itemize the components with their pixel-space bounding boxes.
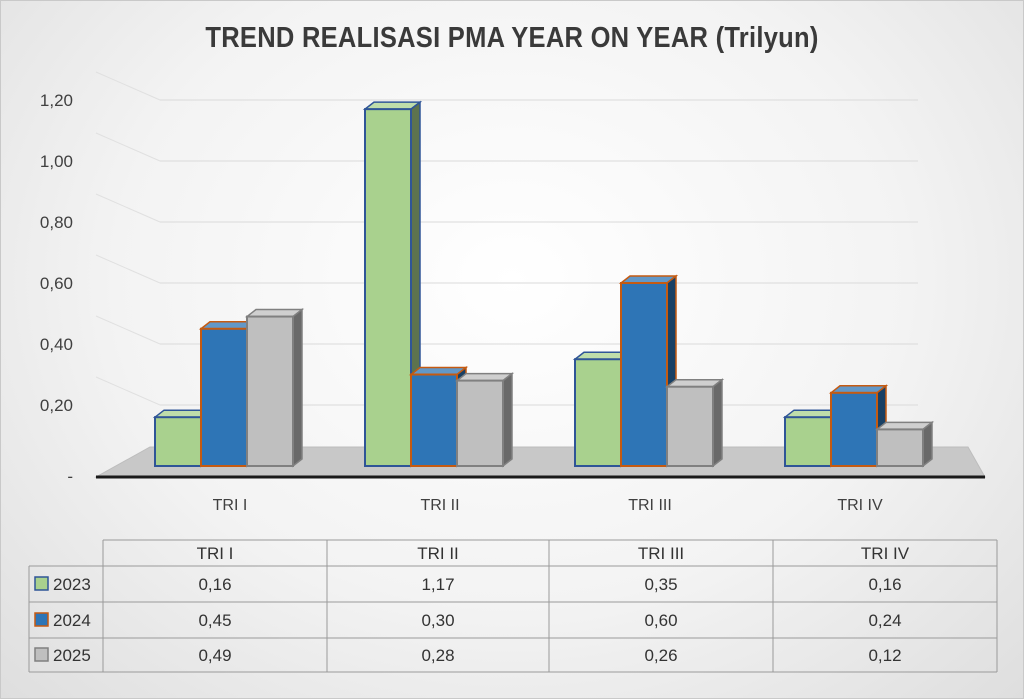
gridline-diagonal: [95, 315, 161, 345]
legend-label: 2023: [53, 575, 91, 594]
legend-swatch-2024: [34, 612, 49, 627]
table-value-cell: 0,35: [644, 575, 677, 594]
table-header-cell: TRI III: [638, 544, 684, 563]
gridline-diagonal: [95, 193, 161, 223]
chart-title: TREND REALISASI PMA YEAR ON YEAR (Trilyu…: [205, 22, 819, 54]
y-tick-label: 0,80: [40, 213, 73, 232]
table-value-cell: 1,17: [421, 575, 454, 594]
table-header-cell: TRI II: [417, 544, 459, 563]
bar-side-2025: [922, 420, 933, 468]
bar-2025-tri-i: [246, 315, 294, 467]
bar-2025-tri-iii: [666, 385, 714, 468]
bar-2025-tri-iv: [876, 428, 924, 467]
bar-side-2025: [502, 372, 513, 468]
gridline-diagonal: [95, 71, 161, 101]
bar-2024-tri-iii: [620, 282, 668, 467]
y-tick-label: -: [67, 467, 73, 486]
table-value-cell: 0,49: [198, 646, 231, 665]
gridline-diagonal: [95, 376, 161, 406]
bar-side-2025: [712, 378, 723, 468]
bar-2023-tri-iv: [784, 416, 832, 468]
x-category-label: TRI III: [628, 497, 672, 514]
bar-2024-tri-i: [200, 327, 248, 467]
table-value-cell: 0,28: [421, 646, 454, 665]
bar-2023-tri-i: [154, 416, 202, 468]
gridline-diagonal: [95, 254, 161, 284]
legend-label: 2024: [53, 611, 91, 630]
table-value-cell: 0,60: [644, 611, 677, 630]
table-value-cell: 0,26: [644, 646, 677, 665]
bar-2023-tri-iii: [574, 358, 622, 467]
bar-2025-tri-ii: [456, 379, 504, 468]
legend-swatch-2025: [34, 647, 49, 662]
bar-2024-tri-ii: [410, 373, 458, 467]
bar-side-2025: [292, 308, 303, 468]
table-value-cell: 0,30: [421, 611, 454, 630]
y-tick-label: 1,20: [40, 91, 73, 110]
table-header-cell: TRI IV: [861, 544, 910, 563]
gridline-diagonal: [95, 132, 161, 162]
y-tick-label: 0,20: [40, 396, 73, 415]
y-tick-label: 0,60: [40, 274, 73, 293]
table-value-cell: 0,16: [198, 575, 231, 594]
table-value-cell: 0,12: [868, 646, 901, 665]
x-category-label: TRI II: [420, 497, 459, 514]
x-category-label: TRI IV: [837, 497, 883, 514]
y-tick-label: 0,40: [40, 335, 73, 354]
bar-2023-tri-ii: [364, 108, 412, 468]
table-value-cell: 0,24: [868, 611, 901, 630]
table-value-cell: 0,16: [868, 575, 901, 594]
legend-label: 2025: [53, 646, 91, 665]
table-value-cell: 0,45: [198, 611, 231, 630]
table-header-cell: TRI I: [197, 544, 234, 563]
legend-swatch-2023: [34, 576, 49, 591]
bar-2024-tri-iv: [830, 391, 878, 467]
y-tick-label: 1,00: [40, 152, 73, 171]
x-category-label: TRI I: [213, 497, 248, 514]
